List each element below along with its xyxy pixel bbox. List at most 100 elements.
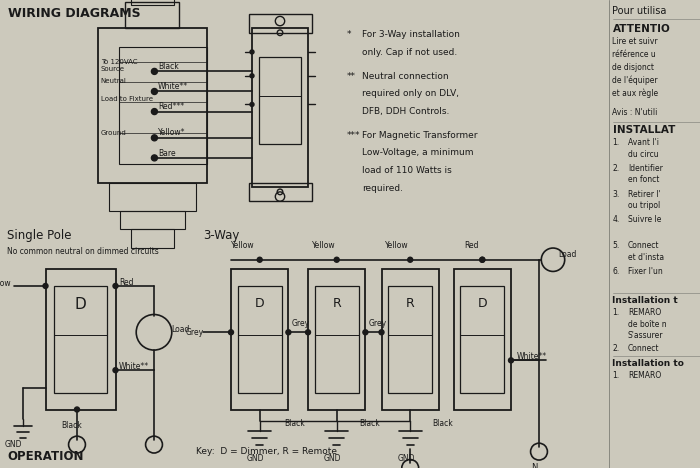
Text: GND: GND: [247, 454, 265, 463]
Text: Neutral connection: Neutral connection: [362, 72, 449, 80]
Circle shape: [151, 155, 158, 161]
Text: Yellow: Yellow: [312, 241, 335, 250]
Text: N: N: [531, 463, 538, 468]
Text: 3-Way: 3-Way: [203, 229, 239, 242]
Bar: [259, 57, 301, 144]
Text: Load to Fixture: Load to Fixture: [101, 96, 153, 102]
Text: Retirer l': Retirer l': [628, 190, 661, 198]
Bar: [315, 286, 358, 393]
Text: Ground: Ground: [101, 130, 127, 136]
Text: de l'équiper: de l'équiper: [612, 76, 658, 85]
Text: To 120VAC
Source: To 120VAC Source: [101, 59, 137, 72]
Text: Red: Red: [119, 278, 134, 286]
Circle shape: [363, 330, 368, 335]
Text: Red***: Red***: [158, 102, 184, 111]
Text: Pour utilisa: Pour utilisa: [612, 6, 667, 15]
Text: Neutral: Neutral: [101, 78, 127, 83]
Circle shape: [113, 284, 118, 288]
Text: For 3-Way installation: For 3-Way installation: [362, 30, 460, 39]
Text: Avant l'i: Avant l'i: [628, 138, 659, 147]
Bar: [461, 286, 504, 393]
Bar: [238, 286, 281, 393]
Circle shape: [286, 330, 291, 335]
Text: Grey: Grey: [292, 319, 310, 328]
Text: Load: Load: [172, 325, 190, 334]
Circle shape: [305, 330, 311, 335]
Text: Black: Black: [62, 421, 83, 430]
Text: Key:  D = Dimmer, R = Remote: Key: D = Dimmer, R = Remote: [196, 447, 337, 456]
Text: S'assurer: S'assurer: [628, 331, 664, 340]
Text: ATTENTIO: ATTENTIO: [612, 24, 671, 34]
Circle shape: [151, 109, 158, 115]
Text: et d'insta: et d'insta: [628, 253, 664, 262]
Text: Low-Voltage, a minimum: Low-Voltage, a minimum: [362, 148, 473, 157]
Text: ou tripol: ou tripol: [628, 201, 660, 210]
Text: No common neutral on dimmed circuits: No common neutral on dimmed circuits: [7, 247, 159, 256]
Text: Black: Black: [158, 62, 178, 71]
Text: Installation t: Installation t: [612, 296, 678, 305]
Text: Grey: Grey: [369, 319, 387, 328]
Circle shape: [379, 330, 384, 335]
Text: Avis : N'utili: Avis : N'utili: [612, 108, 658, 117]
Text: INSTALLAT: INSTALLAT: [612, 125, 675, 135]
Text: référence u: référence u: [612, 50, 657, 58]
Text: Black: Black: [433, 419, 453, 428]
Text: de disjonct: de disjonct: [612, 63, 654, 72]
Bar: [46, 269, 116, 410]
Text: GND: GND: [5, 440, 22, 449]
Text: Identifier: Identifier: [628, 164, 663, 173]
Text: *: *: [346, 30, 351, 39]
Text: et aux règle: et aux règle: [612, 89, 659, 98]
Text: Fixer l'un: Fixer l'un: [628, 267, 663, 276]
Text: 1.: 1.: [612, 371, 620, 380]
Text: REMARO: REMARO: [628, 371, 661, 380]
Circle shape: [257, 257, 262, 262]
Text: en fonct: en fonct: [628, 176, 659, 184]
Circle shape: [151, 68, 158, 74]
Bar: [248, 14, 312, 33]
Circle shape: [113, 368, 118, 373]
Text: R: R: [332, 297, 341, 310]
Text: GND: GND: [398, 454, 415, 463]
Text: D: D: [75, 297, 86, 312]
Circle shape: [480, 257, 485, 262]
Text: 1.: 1.: [612, 138, 620, 147]
Text: Yellow*: Yellow*: [158, 128, 186, 138]
Text: de boîte n: de boîte n: [628, 320, 666, 329]
Bar: [54, 286, 107, 393]
Text: 6.: 6.: [612, 267, 620, 276]
Text: Connect: Connect: [628, 344, 659, 353]
Circle shape: [407, 257, 413, 262]
Circle shape: [74, 407, 80, 412]
Text: GND: GND: [324, 454, 342, 463]
Text: For Magnetic Transformer: For Magnetic Transformer: [362, 131, 477, 139]
Circle shape: [334, 257, 340, 262]
Text: Connect: Connect: [628, 241, 659, 250]
Text: Black: Black: [284, 419, 305, 428]
Text: 2.: 2.: [612, 164, 620, 173]
Text: D: D: [255, 297, 265, 310]
Circle shape: [250, 50, 254, 54]
Text: White**: White**: [517, 352, 547, 361]
Text: ***: ***: [346, 131, 360, 139]
Text: White**: White**: [158, 82, 188, 91]
Text: Yellow: Yellow: [0, 279, 12, 288]
Text: DFB, DDH Controls.: DFB, DDH Controls.: [362, 107, 449, 116]
Bar: [109, 183, 196, 211]
Circle shape: [151, 88, 158, 95]
Bar: [454, 269, 511, 410]
Text: load of 110 Watts is: load of 110 Watts is: [362, 166, 452, 175]
Text: White**: White**: [119, 362, 149, 371]
Text: Black: Black: [360, 419, 380, 428]
Text: 3.: 3.: [612, 190, 620, 198]
Text: Bare: Bare: [158, 148, 176, 158]
Bar: [248, 183, 312, 201]
Circle shape: [250, 74, 254, 78]
Text: Installation to: Installation to: [612, 359, 685, 368]
Circle shape: [250, 102, 254, 106]
Bar: [125, 2, 179, 28]
Bar: [231, 269, 288, 410]
Text: required.: required.: [362, 184, 403, 193]
Bar: [120, 211, 185, 229]
Text: 4.: 4.: [612, 215, 620, 224]
